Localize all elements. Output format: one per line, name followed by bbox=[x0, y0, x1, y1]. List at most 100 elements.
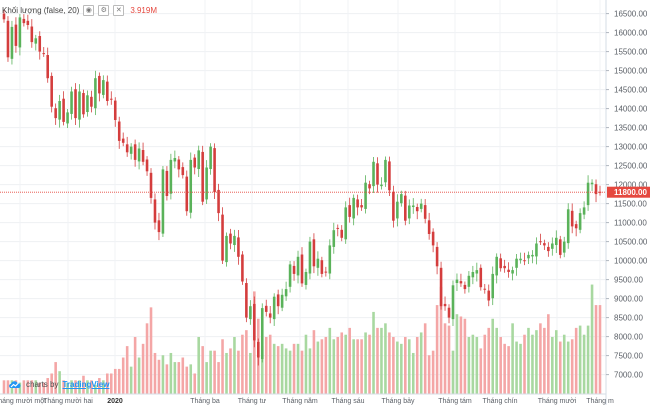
volume-bar bbox=[578, 325, 582, 394]
candle-body bbox=[348, 205, 351, 217]
candle-body bbox=[129, 146, 133, 154]
volume-bar bbox=[141, 343, 145, 394]
volume-bar bbox=[479, 348, 483, 394]
volume-bar bbox=[272, 343, 276, 394]
volume-bar bbox=[590, 284, 594, 394]
candle-body bbox=[257, 341, 260, 358]
volume-bar bbox=[415, 337, 419, 394]
y-tick-label: 11000.00 bbox=[614, 219, 647, 228]
candle-body bbox=[66, 112, 69, 124]
candle-body bbox=[260, 308, 264, 360]
branding[interactable]: charts by TradingView bbox=[8, 378, 109, 390]
volume-bar bbox=[535, 330, 538, 394]
volume-bar bbox=[324, 337, 328, 394]
branding-prefix: charts by bbox=[26, 379, 59, 389]
volume-bar bbox=[268, 334, 272, 394]
volume-bar bbox=[380, 327, 383, 394]
candle-body bbox=[42, 53, 46, 55]
volume-bar bbox=[113, 368, 117, 394]
candle-body bbox=[30, 26, 34, 43]
y-tick-label: 15500.00 bbox=[614, 48, 648, 57]
volume-bar bbox=[86, 380, 89, 394]
candle-body bbox=[22, 18, 26, 24]
candle-body bbox=[407, 205, 411, 219]
candle-body bbox=[547, 246, 550, 252]
candle-body bbox=[46, 55, 49, 79]
x-tick-label: Tháng mười một bbox=[0, 398, 46, 405]
volume-bar bbox=[308, 348, 312, 394]
volume-bar bbox=[471, 334, 475, 394]
x-tick-label: Tháng mười hai bbox=[43, 398, 93, 405]
y-tick-label: 16500.00 bbox=[614, 10, 648, 19]
y-tick-label: 7500.00 bbox=[614, 352, 643, 361]
volume-bar bbox=[360, 339, 363, 394]
volume-bars bbox=[2, 284, 602, 394]
volume-bar bbox=[205, 362, 208, 394]
candle-body bbox=[523, 260, 526, 262]
eye-icon[interactable]: ◉ bbox=[83, 4, 95, 16]
volume-bar bbox=[463, 318, 467, 394]
candle-body bbox=[336, 227, 340, 229]
volume-bar bbox=[515, 341, 518, 394]
volume-bar bbox=[574, 327, 578, 394]
volume-bar bbox=[217, 362, 220, 394]
y-tick-label: 12500.00 bbox=[614, 162, 648, 171]
candle-body bbox=[125, 144, 129, 153]
volume-bar bbox=[221, 339, 224, 394]
branding-name[interactable]: TradingView bbox=[62, 379, 110, 389]
volume-bar bbox=[109, 373, 113, 394]
candle-body bbox=[479, 267, 483, 288]
y-tick-label: 12000.00 bbox=[614, 181, 648, 190]
candle-body bbox=[264, 305, 268, 312]
price-axis: 7000.00 7500.00 8000.00 8500.00 9000.00 9500.… bbox=[605, 0, 650, 405]
candle-body bbox=[117, 121, 121, 141]
volume-bar bbox=[356, 339, 359, 394]
x-tick-label: Tháng ba bbox=[190, 398, 220, 405]
candle-body bbox=[435, 246, 439, 267]
volume-bar bbox=[34, 380, 38, 394]
candle-body bbox=[483, 288, 487, 290]
volume-bar bbox=[543, 327, 546, 394]
volume-bar bbox=[185, 366, 189, 394]
candle-body bbox=[352, 197, 355, 219]
candle-body bbox=[86, 95, 89, 113]
volume-bar bbox=[177, 362, 181, 394]
volume-bar bbox=[90, 380, 93, 394]
volume-bar bbox=[499, 337, 502, 394]
gear-icon[interactable]: ⚙ bbox=[98, 4, 110, 16]
indicator-legend: Khối lượng (false, 20) ◉ ⚙ ✕ 3.919M bbox=[2, 3, 157, 17]
close-icon[interactable]: ✕ bbox=[113, 4, 125, 16]
volume-bar bbox=[30, 380, 34, 394]
volume-bar bbox=[400, 343, 403, 394]
y-tick-label: 10500.00 bbox=[614, 238, 648, 247]
volume-bar bbox=[411, 352, 415, 394]
last-price-box bbox=[607, 186, 650, 198]
candle-body bbox=[455, 279, 459, 284]
volume-bar bbox=[245, 330, 248, 394]
volume-bar bbox=[280, 343, 284, 394]
candle-body bbox=[205, 167, 208, 200]
candle-body bbox=[225, 235, 228, 263]
candle-body bbox=[58, 101, 61, 120]
candle-body bbox=[181, 167, 185, 176]
candle-body bbox=[280, 294, 284, 308]
volume-bar bbox=[201, 346, 204, 394]
y-tick-label: 14500.00 bbox=[614, 86, 648, 95]
volume-bar bbox=[316, 341, 320, 394]
candle-body bbox=[113, 100, 117, 120]
volume-bar bbox=[54, 362, 57, 394]
volume-bar bbox=[582, 334, 586, 394]
volume-bar bbox=[284, 348, 288, 394]
candle-body bbox=[296, 256, 300, 276]
candle-body bbox=[555, 237, 558, 246]
volume-bar bbox=[475, 337, 479, 394]
candle-body bbox=[566, 209, 570, 244]
candle-body bbox=[189, 159, 193, 213]
candle-body bbox=[558, 239, 562, 255]
candle-body bbox=[384, 159, 387, 183]
volume-bar bbox=[304, 334, 308, 394]
candle-body bbox=[62, 98, 65, 122]
